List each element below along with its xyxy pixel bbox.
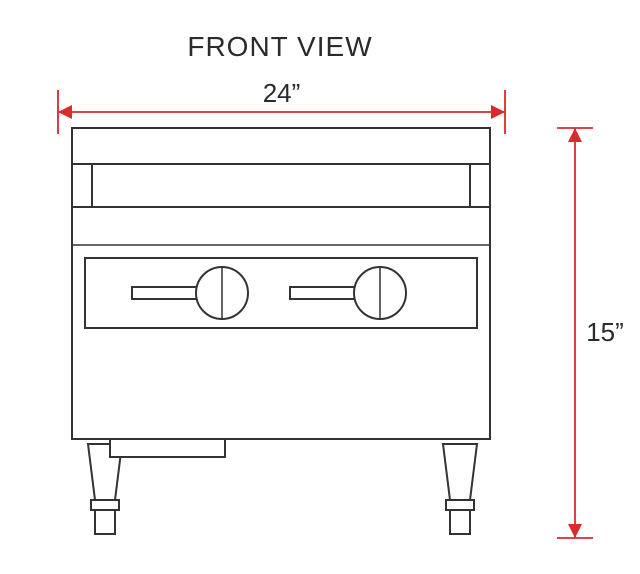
width-dimension: 24” — [58, 78, 505, 134]
height-dimension: 15” — [557, 128, 624, 538]
width-label: 24” — [263, 78, 301, 108]
view-title: FRONT VIEW — [187, 31, 372, 62]
splash-guard — [72, 128, 490, 164]
height-label: 15” — [586, 317, 624, 347]
splash-post-right — [470, 164, 490, 207]
grease-tray — [110, 439, 225, 457]
splash-post-left — [72, 164, 92, 207]
griddle-front — [72, 128, 490, 534]
leg-2 — [443, 444, 477, 534]
